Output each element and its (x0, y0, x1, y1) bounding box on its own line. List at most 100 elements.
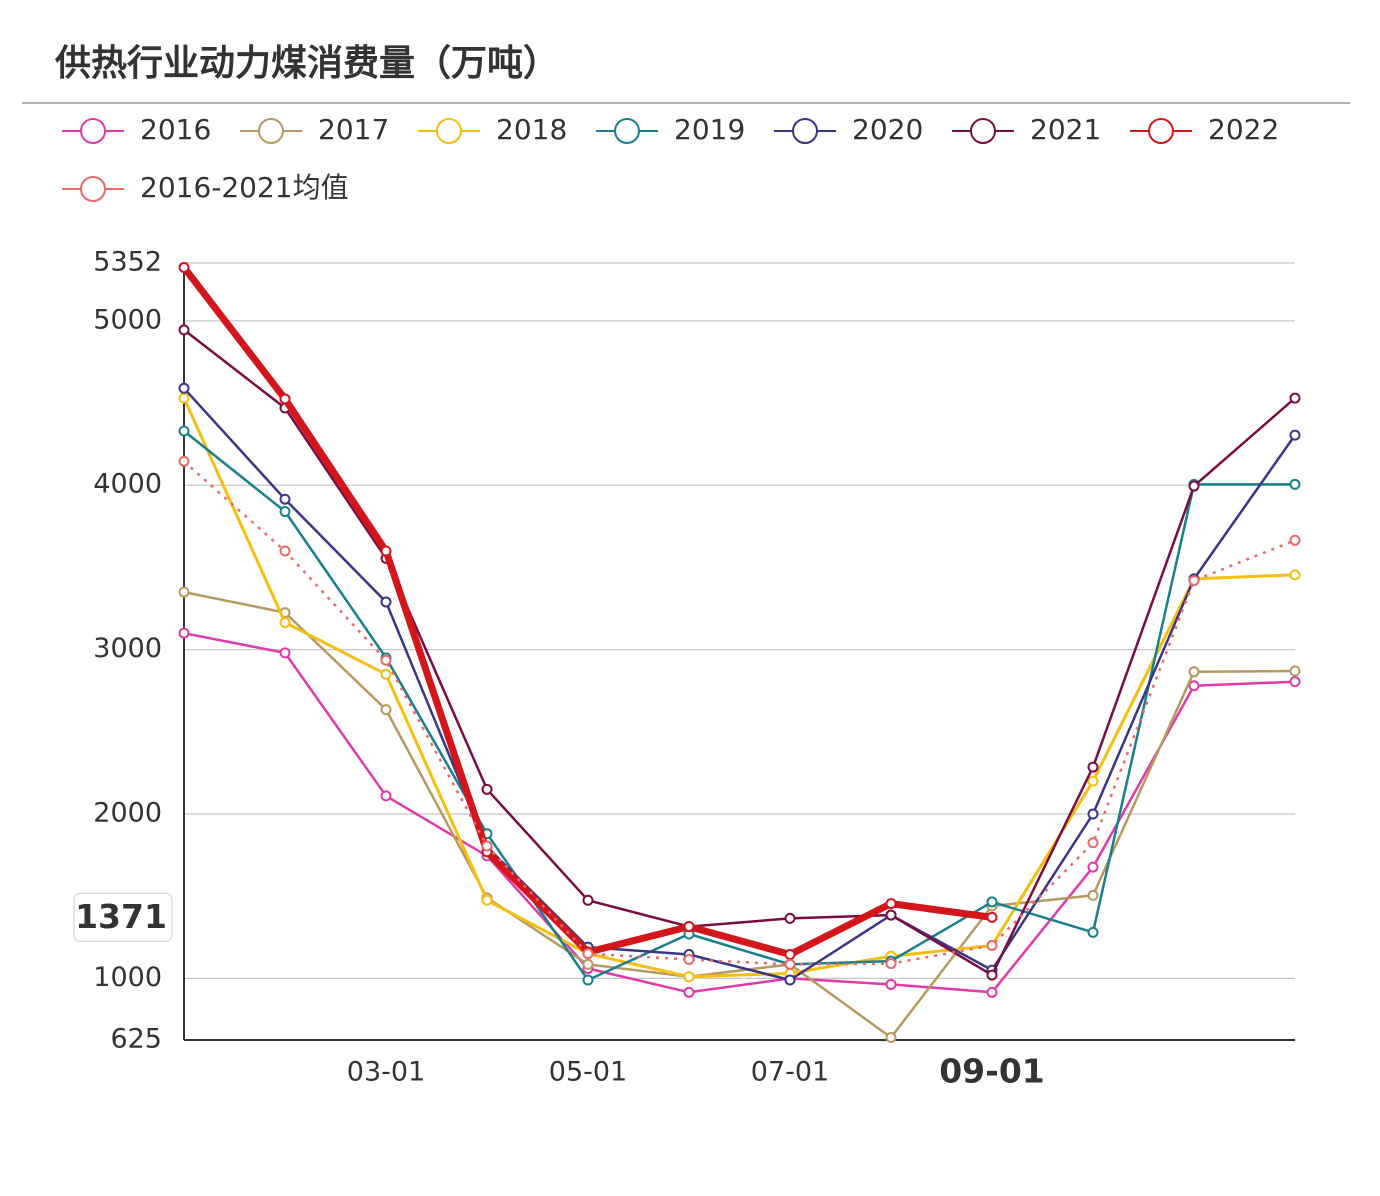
data-point (380, 596, 392, 608)
data-point (1289, 665, 1301, 677)
data-point (481, 840, 493, 852)
data-point (986, 911, 998, 923)
data-point (885, 958, 897, 970)
y-tick-label: 5000 (93, 304, 162, 335)
legend-label: 2018 (496, 113, 567, 146)
data-point (784, 974, 796, 986)
data-point (986, 896, 998, 908)
data-point (178, 324, 190, 336)
y-tick-label: 4000 (93, 469, 162, 500)
data-point (178, 392, 190, 404)
data-point (683, 921, 695, 933)
y-tick-label: 5352 (93, 247, 162, 278)
legend-label: 2022 (1208, 113, 1279, 146)
y-tick-label: 2000 (93, 797, 162, 828)
y-tick-label: 1000 (93, 962, 162, 993)
data-point (986, 986, 998, 998)
series-line (183, 460, 1296, 966)
data-point (279, 616, 291, 628)
y-tick-label: 3000 (93, 633, 162, 664)
pointer-box (73, 892, 173, 943)
legend-marker (436, 118, 462, 144)
data-point (582, 958, 594, 970)
data-point (885, 898, 897, 910)
legend-marker (792, 118, 818, 144)
legend-label: 2016-2021均值 (140, 171, 349, 204)
data-point (683, 971, 695, 983)
legend-label: 2016 (140, 113, 211, 146)
data-point (279, 506, 291, 518)
data-point (279, 493, 291, 505)
legend-marker (258, 118, 284, 144)
data-point (1087, 889, 1099, 901)
data-point (279, 393, 291, 405)
data-point (1188, 666, 1200, 678)
x-tick-label: 03-01 (347, 1057, 425, 1088)
legend-marker (1148, 118, 1174, 144)
series-line (183, 328, 1296, 977)
legend-label: 2019 (674, 113, 745, 146)
data-point (582, 974, 594, 986)
data-point (380, 790, 392, 802)
series-line (183, 430, 1295, 982)
data-point (784, 912, 796, 924)
data-point (1289, 392, 1301, 404)
data-point (1087, 775, 1099, 787)
data-point (1289, 429, 1301, 441)
data-point (1289, 569, 1301, 581)
series-line (183, 631, 1296, 994)
data-point (986, 969, 998, 981)
data-point (683, 953, 695, 965)
data-point (1087, 926, 1099, 938)
series-line (181, 265, 993, 958)
data-point (481, 894, 493, 906)
data-point (380, 545, 392, 557)
data-point (1188, 575, 1200, 587)
legend-marker (614, 118, 640, 144)
data-point (178, 586, 190, 598)
data-point (380, 668, 392, 680)
data-point (1087, 808, 1099, 820)
data-point (885, 978, 897, 990)
data-point (380, 704, 392, 716)
data-point (178, 382, 190, 394)
data-point (683, 986, 695, 998)
data-point (178, 425, 190, 437)
data-point (784, 958, 796, 970)
data-point (986, 939, 998, 951)
series-line (183, 590, 1296, 1039)
data-point (178, 627, 190, 639)
chart-title: 供热行业动力煤消费量（万吨） (55, 42, 559, 84)
data-point (885, 1032, 897, 1044)
data-point (582, 948, 594, 960)
data-point (582, 894, 594, 906)
data-point (1087, 861, 1099, 873)
data-point (178, 261, 190, 273)
data-point (885, 909, 897, 921)
data-point (1289, 534, 1301, 546)
data-point (380, 654, 392, 666)
y-tick-label: 625 (110, 1024, 162, 1055)
series-line (183, 387, 1297, 982)
data-point (279, 545, 291, 557)
data-point (178, 455, 190, 467)
data-point (279, 647, 291, 659)
data-point (481, 783, 493, 795)
x-tick-label: 09-01 (939, 1052, 1045, 1091)
x-tick-label: 07-01 (751, 1057, 829, 1088)
legend-label: 2021 (1030, 113, 1101, 146)
data-point (784, 949, 796, 961)
data-point (1289, 676, 1301, 688)
data-point (1188, 680, 1200, 692)
legend-label: 2020 (852, 113, 923, 146)
legend-marker (80, 176, 106, 202)
data-point (1289, 478, 1301, 490)
data-point (1188, 480, 1200, 492)
data-point (1087, 761, 1099, 773)
pointer-label: 1371 (75, 897, 167, 936)
data-point (1087, 837, 1099, 849)
series-line (182, 397, 1296, 979)
legend-marker (970, 118, 996, 144)
x-tick-label: 05-01 (549, 1057, 627, 1088)
